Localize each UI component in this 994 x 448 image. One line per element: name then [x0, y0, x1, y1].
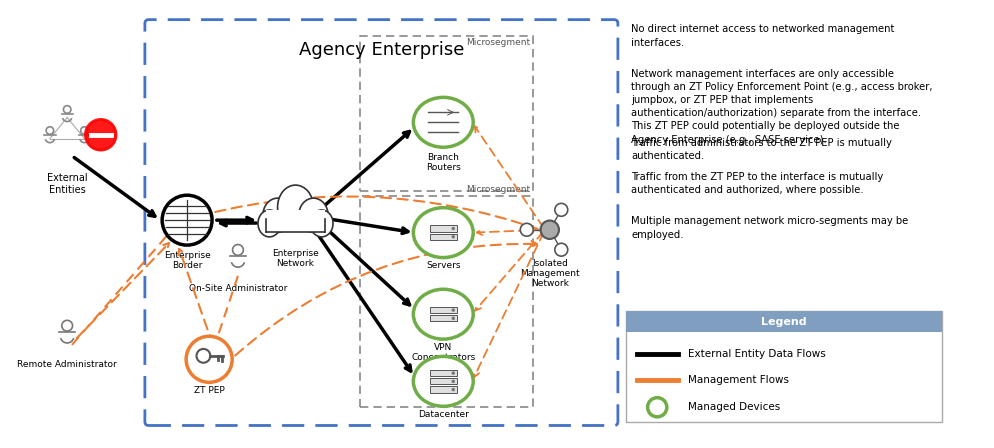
Circle shape	[451, 227, 455, 230]
Text: Agency Enterprise: Agency Enterprise	[299, 41, 464, 59]
Circle shape	[451, 317, 455, 320]
FancyBboxPatch shape	[429, 387, 457, 393]
Text: External
Entities: External Entities	[47, 173, 87, 195]
FancyBboxPatch shape	[429, 378, 457, 384]
Circle shape	[62, 320, 73, 331]
FancyBboxPatch shape	[429, 234, 457, 240]
Text: ZT PEP: ZT PEP	[194, 386, 225, 395]
Bar	[625, 311, 942, 422]
Circle shape	[451, 388, 455, 392]
Text: VPN
Concentrators: VPN Concentrators	[412, 343, 475, 362]
Circle shape	[555, 203, 568, 216]
Text: Managed Devices: Managed Devices	[688, 402, 780, 412]
FancyBboxPatch shape	[429, 315, 457, 321]
Text: Network management interfaces are only accessible
through an ZT Policy Enforceme: Network management interfaces are only a…	[631, 69, 932, 145]
Text: Enterprise
Border: Enterprise Border	[164, 251, 211, 270]
Circle shape	[451, 371, 455, 375]
Circle shape	[520, 223, 533, 236]
FancyBboxPatch shape	[429, 225, 457, 232]
Text: Datacenter: Datacenter	[417, 410, 469, 419]
Circle shape	[81, 127, 88, 134]
Text: Management Flows: Management Flows	[688, 375, 789, 385]
Circle shape	[555, 243, 568, 256]
Text: Legend: Legend	[761, 317, 807, 327]
Text: Servers: Servers	[426, 262, 460, 271]
Text: Enterprise
Network: Enterprise Network	[272, 249, 319, 268]
Circle shape	[85, 120, 116, 150]
Ellipse shape	[414, 208, 473, 258]
Circle shape	[451, 379, 455, 383]
Bar	[360, 36, 533, 191]
Ellipse shape	[262, 198, 292, 233]
Text: Microsegment: Microsegment	[466, 185, 531, 194]
Text: No direct internet access to networked management
interfaces.: No direct internet access to networked m…	[631, 25, 895, 47]
Circle shape	[186, 336, 233, 382]
Text: Traffic from the ZT PEP to the interface is mutually
authenticated and authorize: Traffic from the ZT PEP to the interface…	[631, 172, 884, 195]
Circle shape	[64, 106, 71, 113]
Text: Isolated
Management
Network: Isolated Management Network	[520, 258, 580, 289]
FancyBboxPatch shape	[429, 307, 457, 313]
Ellipse shape	[310, 210, 333, 237]
Circle shape	[451, 308, 455, 312]
Circle shape	[541, 220, 559, 239]
Bar	[360, 196, 533, 407]
Ellipse shape	[299, 198, 328, 233]
Text: External Entity Data Flows: External Entity Data Flows	[688, 349, 826, 358]
Circle shape	[162, 195, 212, 245]
Circle shape	[197, 349, 211, 363]
Ellipse shape	[258, 210, 281, 237]
Text: Multiple management network micro-segments may be
employed.: Multiple management network micro-segmen…	[631, 216, 909, 240]
Text: Remote Administrator: Remote Administrator	[17, 360, 117, 369]
Text: Traffic from administrators to the ZT PEP is mutually
authenticated.: Traffic from administrators to the ZT PE…	[631, 138, 893, 161]
Bar	[266, 210, 325, 232]
Circle shape	[451, 235, 455, 238]
Circle shape	[46, 127, 54, 134]
Ellipse shape	[277, 185, 313, 229]
Text: On-Site Administrator: On-Site Administrator	[189, 284, 287, 293]
Ellipse shape	[414, 357, 473, 406]
Ellipse shape	[414, 97, 473, 147]
Circle shape	[648, 398, 667, 417]
FancyBboxPatch shape	[429, 370, 457, 376]
Text: Microsegment: Microsegment	[466, 38, 531, 47]
Bar	[625, 311, 942, 332]
Circle shape	[233, 245, 244, 255]
Ellipse shape	[414, 289, 473, 339]
Text: Branch
Routers: Branch Routers	[425, 153, 460, 172]
